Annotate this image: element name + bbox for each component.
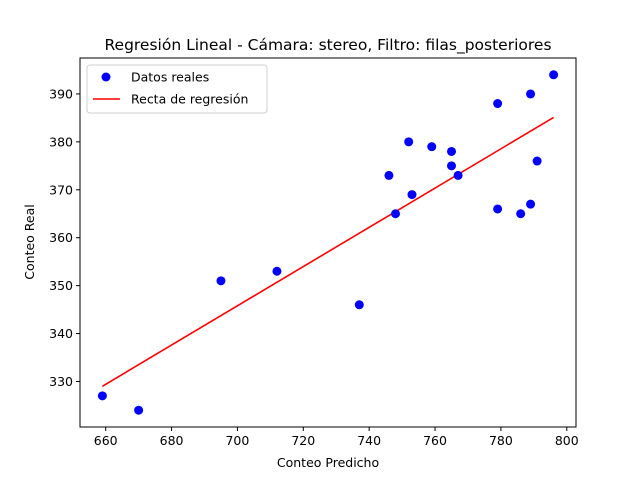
y-tick-label: 370 <box>49 182 73 197</box>
chart-title: Regresión Lineal - Cámara: stereo, Filtr… <box>104 36 551 55</box>
data-point <box>549 70 559 80</box>
x-tick-label: 680 <box>160 433 184 448</box>
data-point <box>134 405 144 415</box>
data-point <box>493 99 503 109</box>
legend: Datos reales Recta de regresión <box>86 64 268 114</box>
x-tick-label: 800 <box>555 433 579 448</box>
data-point <box>427 142 437 152</box>
axes-frame <box>79 57 577 428</box>
x-tick-label: 720 <box>291 433 315 448</box>
x-tick-label: 700 <box>225 433 249 448</box>
data-point <box>216 276 226 286</box>
data-point <box>516 209 526 219</box>
x-tick-label: 660 <box>94 433 118 448</box>
data-point <box>384 170 394 180</box>
y-tick-label: 330 <box>49 374 73 389</box>
data-point <box>453 170 463 180</box>
data-point <box>407 190 417 200</box>
x-tick-label: 740 <box>357 433 381 448</box>
regression-line <box>101 116 555 387</box>
legend-label: Recta de regresión <box>131 92 248 107</box>
y-tick-label: 340 <box>49 326 73 341</box>
legend-box <box>86 64 268 114</box>
y-axis-title: Conteo Real <box>22 204 37 279</box>
data-point <box>532 156 542 166</box>
y-tick-label: 390 <box>49 86 73 101</box>
data-point <box>272 266 282 276</box>
data-point <box>97 391 107 401</box>
data-point <box>526 199 536 209</box>
x-axis-title: Conteo Predicho <box>277 455 379 470</box>
data-point <box>404 137 414 147</box>
y-tick-label: 350 <box>49 278 73 293</box>
x-tick-label: 760 <box>423 433 447 448</box>
legend-label: Datos reales <box>131 70 209 85</box>
data-point <box>526 89 536 99</box>
data-point <box>447 146 457 156</box>
data-point <box>354 300 364 310</box>
y-tick-label: 360 <box>49 230 73 245</box>
plot-area: 660 680 700 720 740 760 780 800 330 340 350 360 370 3… <box>49 57 579 448</box>
legend-marker-scatter <box>101 72 111 82</box>
y-tick-label: 380 <box>49 134 73 149</box>
data-point <box>447 161 457 171</box>
data-point <box>391 209 401 219</box>
data-point <box>493 204 503 214</box>
x-tick-label: 780 <box>489 433 513 448</box>
